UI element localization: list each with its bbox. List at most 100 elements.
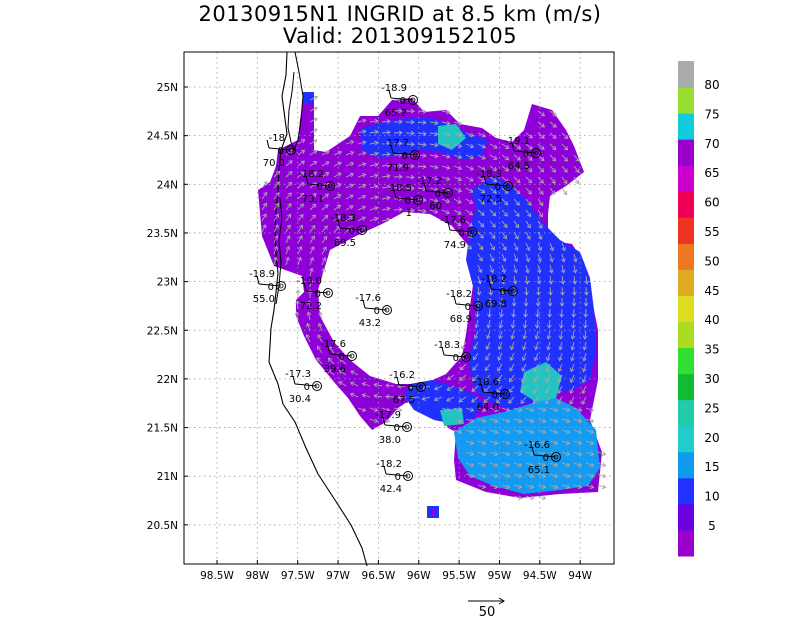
wind-vector-head xyxy=(362,118,367,124)
wind-vector-shaft xyxy=(525,429,534,434)
station-circle-icon xyxy=(531,148,541,158)
wind-vector xyxy=(489,198,497,205)
wind-vector xyxy=(417,197,427,203)
wind-vector-head xyxy=(589,407,595,412)
wind-vector xyxy=(285,245,291,255)
wind-vector-head xyxy=(313,95,319,101)
wind-vector-head xyxy=(541,407,547,412)
wind-vector-head xyxy=(521,388,526,394)
wind-vector xyxy=(434,385,443,391)
wind-vector xyxy=(546,319,552,329)
wind-vector-head xyxy=(520,399,525,404)
wind-vector xyxy=(525,462,535,467)
station-height: 1 xyxy=(406,208,412,219)
wind-vector-head xyxy=(274,213,279,218)
station-temperature: -18.9 xyxy=(249,269,275,280)
wind-vector-head xyxy=(517,407,523,412)
wind-vector xyxy=(369,418,379,423)
wind-vector-head xyxy=(481,177,486,182)
wind-vector-head xyxy=(527,179,533,184)
wind-vector xyxy=(321,204,329,211)
wind-vector-head xyxy=(361,407,367,412)
wind-vector xyxy=(369,129,379,135)
wind-vector-head xyxy=(410,108,415,114)
wind-vector xyxy=(537,253,542,263)
wind-vector xyxy=(549,132,557,139)
wind-vector xyxy=(484,374,491,382)
wind-vector xyxy=(582,330,588,340)
wind-vector-head xyxy=(373,216,379,222)
wind-vector-shaft xyxy=(345,205,354,211)
wind-vector xyxy=(381,151,391,157)
wind-vector xyxy=(485,341,491,350)
wind-vector xyxy=(597,462,607,467)
wind-vector xyxy=(535,297,541,307)
wind-vector xyxy=(537,209,543,218)
wind-vector-shaft xyxy=(513,418,522,423)
wind-vector-head xyxy=(504,189,509,194)
wind-vector-head xyxy=(565,451,571,456)
colorbar-label: 25 xyxy=(704,401,719,415)
wind-vector xyxy=(582,363,587,373)
wind-vector-shaft xyxy=(549,286,552,296)
station-mid-value: 0 xyxy=(459,228,465,239)
wind-vector-shaft xyxy=(465,220,473,227)
wind-vector xyxy=(465,176,474,182)
wind-vector xyxy=(459,385,467,392)
wind-vector xyxy=(369,206,379,211)
wind-vector-shaft xyxy=(321,172,329,178)
wind-vector-head xyxy=(325,161,330,166)
wind-vector-head xyxy=(446,165,451,170)
lat-tick-label: 20.5N xyxy=(147,520,178,532)
wind-vector-shaft xyxy=(585,440,594,445)
wind-vector-shaft xyxy=(441,110,450,114)
wind-vector-shaft xyxy=(307,312,311,321)
wind-vector-shaft xyxy=(369,142,378,145)
wind-vector-head xyxy=(522,345,527,351)
wind-vector-shaft xyxy=(381,142,390,145)
wind-vector-head xyxy=(490,257,495,262)
station-barb-flag xyxy=(256,275,260,285)
wind-vector-shaft xyxy=(489,231,496,239)
wind-vector xyxy=(338,381,347,387)
wind-vector-head xyxy=(485,356,490,361)
wind-vector-shaft xyxy=(465,154,474,159)
station-barb xyxy=(425,190,449,194)
wind-vector-head xyxy=(581,378,587,384)
wind-vector-head xyxy=(313,139,318,144)
wind-vector-head xyxy=(467,245,472,250)
wind-vector xyxy=(373,393,383,399)
wind-vector-head xyxy=(349,172,355,178)
wind-vector xyxy=(489,176,498,183)
wind-vector xyxy=(525,143,533,150)
colorbar-swatch xyxy=(678,477,694,505)
wind-vector-shaft xyxy=(381,164,390,167)
station-mid-value: 0 xyxy=(278,146,284,157)
wind-vector xyxy=(501,462,511,467)
wind-vector-shaft xyxy=(573,451,582,456)
wind-vector-head xyxy=(473,356,478,361)
wind-vector-head xyxy=(489,280,494,285)
wind-vector-head xyxy=(457,407,463,412)
wind-vector xyxy=(309,224,316,233)
wind-vector-head xyxy=(469,188,474,193)
wind-vector-head xyxy=(323,225,328,230)
wind-vector-shaft xyxy=(549,165,556,173)
wind-vector-shaft xyxy=(489,484,498,489)
wind-vector-shaft xyxy=(393,209,403,211)
station-mid-value: 0 xyxy=(339,352,345,363)
wind-vector-head xyxy=(503,223,508,228)
wind-vector-shaft xyxy=(309,171,317,178)
wind-vector-shaft xyxy=(477,165,486,171)
wind-vector-head xyxy=(529,462,535,467)
wind-vector-shaft xyxy=(477,264,482,273)
wind-vector xyxy=(441,120,451,126)
wind-vector xyxy=(309,214,316,222)
wind-vector-shaft xyxy=(501,462,510,467)
wind-vector-head xyxy=(457,154,463,160)
station-height: 69.8 xyxy=(485,299,507,310)
wind-vector xyxy=(537,154,545,162)
colorbar-label: 10 xyxy=(704,490,719,504)
wind-vector-shaft xyxy=(471,385,479,392)
